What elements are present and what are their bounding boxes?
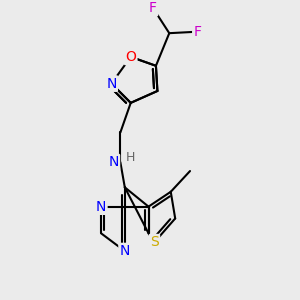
Text: F: F [149, 1, 157, 15]
Text: N: N [106, 76, 117, 91]
Text: H: H [126, 151, 135, 164]
Text: S: S [150, 235, 159, 249]
Text: O: O [125, 50, 136, 64]
Text: N: N [120, 244, 130, 258]
Text: N: N [96, 200, 106, 214]
Text: F: F [194, 25, 201, 39]
Text: N: N [109, 155, 119, 169]
